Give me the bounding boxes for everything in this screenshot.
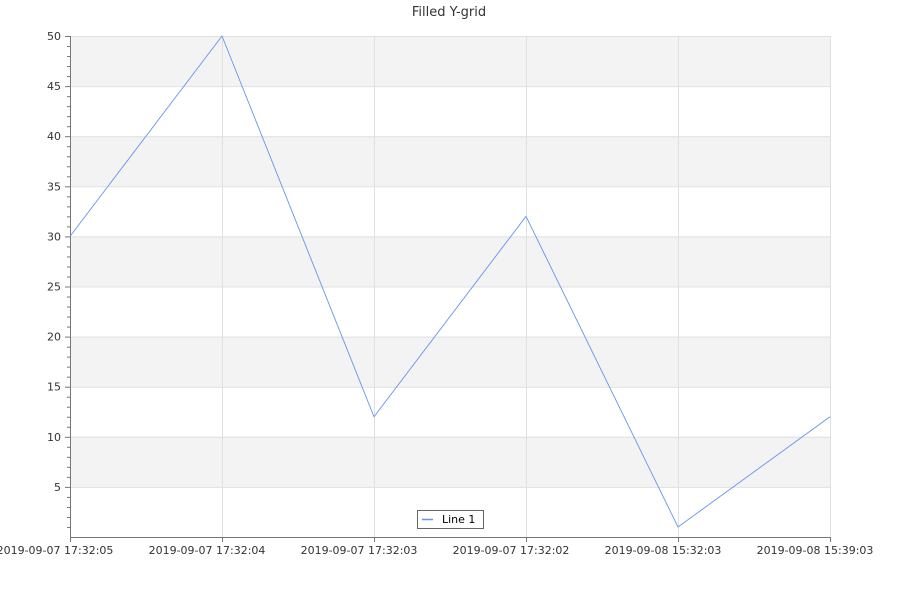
y-tick-label: 5 bbox=[54, 481, 61, 494]
series-line bbox=[69, 35, 831, 528]
x-tick-label: 2019-09-07 17:32:05 bbox=[0, 544, 113, 557]
y-tick-label: 20 bbox=[47, 331, 61, 344]
y-tick-label: 45 bbox=[47, 80, 61, 93]
x-tick-label: 2019-09-08 15:39:03 bbox=[757, 544, 874, 557]
y-tick-label: 10 bbox=[47, 431, 61, 444]
y-tick-label: 25 bbox=[47, 281, 61, 294]
x-tick-label: 2019-09-07 17:32:03 bbox=[301, 544, 418, 557]
grid-band bbox=[70, 436, 830, 487]
legend: Line 1 bbox=[417, 510, 484, 529]
y-tick-label: 50 bbox=[47, 30, 61, 43]
x-tick-label: 2019-09-07 17:32:02 bbox=[453, 544, 570, 557]
legend-label: Line 1 bbox=[442, 513, 475, 526]
y-tick-label: 30 bbox=[47, 230, 61, 243]
x-tick-label: 2019-09-07 17:32:04 bbox=[149, 544, 266, 557]
y-tick-label: 35 bbox=[47, 180, 61, 193]
grid-band bbox=[70, 136, 830, 187]
x-tick-label: 2019-09-08 15:32:03 bbox=[605, 544, 722, 557]
chart-title: Filled Y-grid bbox=[412, 5, 486, 20]
grid-band bbox=[70, 236, 830, 287]
grid-band bbox=[70, 36, 830, 87]
y-tick-label: 15 bbox=[47, 381, 61, 394]
legend-box bbox=[417, 510, 484, 529]
y-tick-label: 40 bbox=[47, 130, 61, 143]
grid-band bbox=[70, 336, 830, 387]
